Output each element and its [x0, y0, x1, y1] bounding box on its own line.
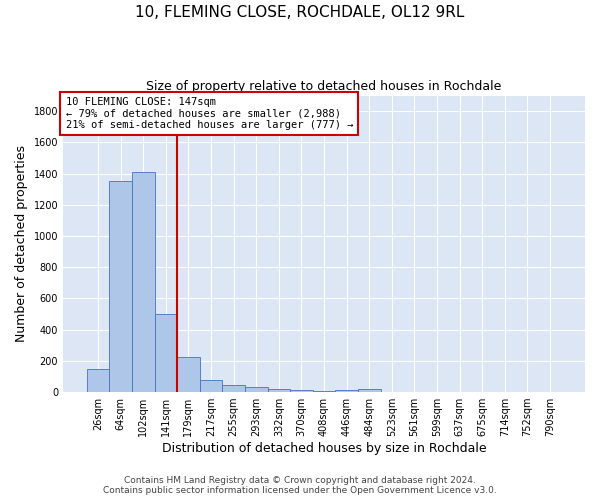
- X-axis label: Distribution of detached houses by size in Rochdale: Distribution of detached houses by size …: [162, 442, 487, 455]
- Bar: [223, 385, 245, 392]
- Bar: [268, 390, 290, 392]
- Bar: [313, 390, 335, 392]
- Bar: [132, 172, 155, 392]
- Bar: [335, 390, 358, 392]
- Bar: [87, 370, 109, 392]
- Text: Contains HM Land Registry data © Crown copyright and database right 2024.
Contai: Contains HM Land Registry data © Crown c…: [103, 476, 497, 495]
- Bar: [358, 390, 380, 392]
- Y-axis label: Number of detached properties: Number of detached properties: [15, 146, 28, 342]
- Bar: [200, 380, 223, 392]
- Bar: [177, 357, 200, 392]
- Text: 10 FLEMING CLOSE: 147sqm
← 79% of detached houses are smaller (2,988)
21% of sem: 10 FLEMING CLOSE: 147sqm ← 79% of detach…: [65, 97, 353, 130]
- Bar: [109, 182, 132, 392]
- Title: Size of property relative to detached houses in Rochdale: Size of property relative to detached ho…: [146, 80, 502, 93]
- Bar: [290, 390, 313, 392]
- Text: 10, FLEMING CLOSE, ROCHDALE, OL12 9RL: 10, FLEMING CLOSE, ROCHDALE, OL12 9RL: [136, 5, 464, 20]
- Bar: [155, 314, 177, 392]
- Bar: [245, 388, 268, 392]
